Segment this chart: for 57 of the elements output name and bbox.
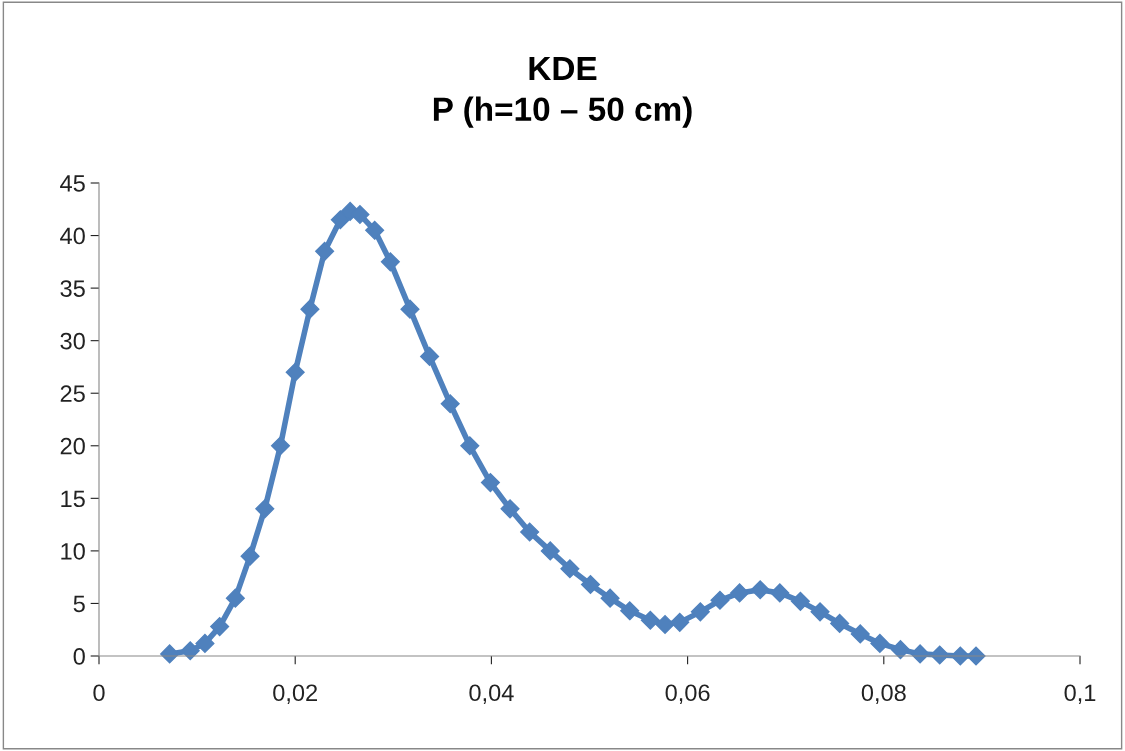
point	[420, 346, 440, 366]
point	[500, 499, 520, 519]
point	[180, 641, 200, 661]
point	[730, 583, 750, 603]
point	[380, 252, 400, 272]
y-tick-label: 35	[60, 280, 85, 297]
point	[480, 473, 500, 493]
point	[400, 299, 420, 319]
point	[670, 612, 690, 632]
y-tick-label: 40	[60, 227, 85, 245]
x-tick-label: 0,04	[469, 684, 514, 704]
point	[655, 614, 675, 635]
y-tick-label: 0	[73, 648, 85, 665]
point	[690, 602, 710, 622]
point	[870, 633, 890, 653]
point	[440, 394, 460, 414]
x-tick-label: 0,02	[273, 684, 317, 704]
point	[830, 613, 850, 633]
point	[710, 590, 730, 610]
y-tick-label: 45	[60, 175, 85, 192]
point	[790, 591, 810, 611]
point	[580, 574, 601, 595]
y-tick-label: 25	[60, 385, 85, 403]
point	[750, 580, 770, 600]
x-tick-label: 0,06	[665, 684, 710, 704]
point	[350, 204, 370, 225]
x-tick-label: 0,08	[861, 684, 906, 704]
point	[285, 362, 305, 382]
point	[620, 601, 640, 621]
y-tick-label: 10	[61, 542, 85, 560]
point	[300, 299, 320, 319]
point	[240, 546, 260, 566]
y-tick-label: 20	[60, 437, 85, 455]
point	[225, 588, 245, 608]
point	[460, 436, 480, 456]
point	[365, 220, 385, 240]
point	[270, 436, 291, 456]
x-tick-label: 0	[93, 684, 105, 702]
x-tick-label: 0,1	[1064, 684, 1096, 704]
point	[640, 610, 660, 630]
y-tick-label: 30	[60, 332, 85, 350]
point	[560, 559, 580, 579]
y-tick-label: 15	[61, 490, 85, 508]
point	[850, 624, 870, 644]
point	[330, 210, 350, 230]
chart-title: KDE P (h=10 – 50 cm)	[433, 57, 692, 128]
point	[210, 617, 230, 637]
y-tick-label: 5	[73, 595, 85, 613]
point	[810, 602, 830, 622]
point	[520, 522, 540, 542]
point	[770, 583, 790, 603]
point	[195, 633, 215, 653]
point	[540, 541, 560, 561]
point	[890, 640, 911, 660]
point	[255, 499, 275, 519]
point	[600, 588, 620, 608]
point	[315, 241, 335, 261]
